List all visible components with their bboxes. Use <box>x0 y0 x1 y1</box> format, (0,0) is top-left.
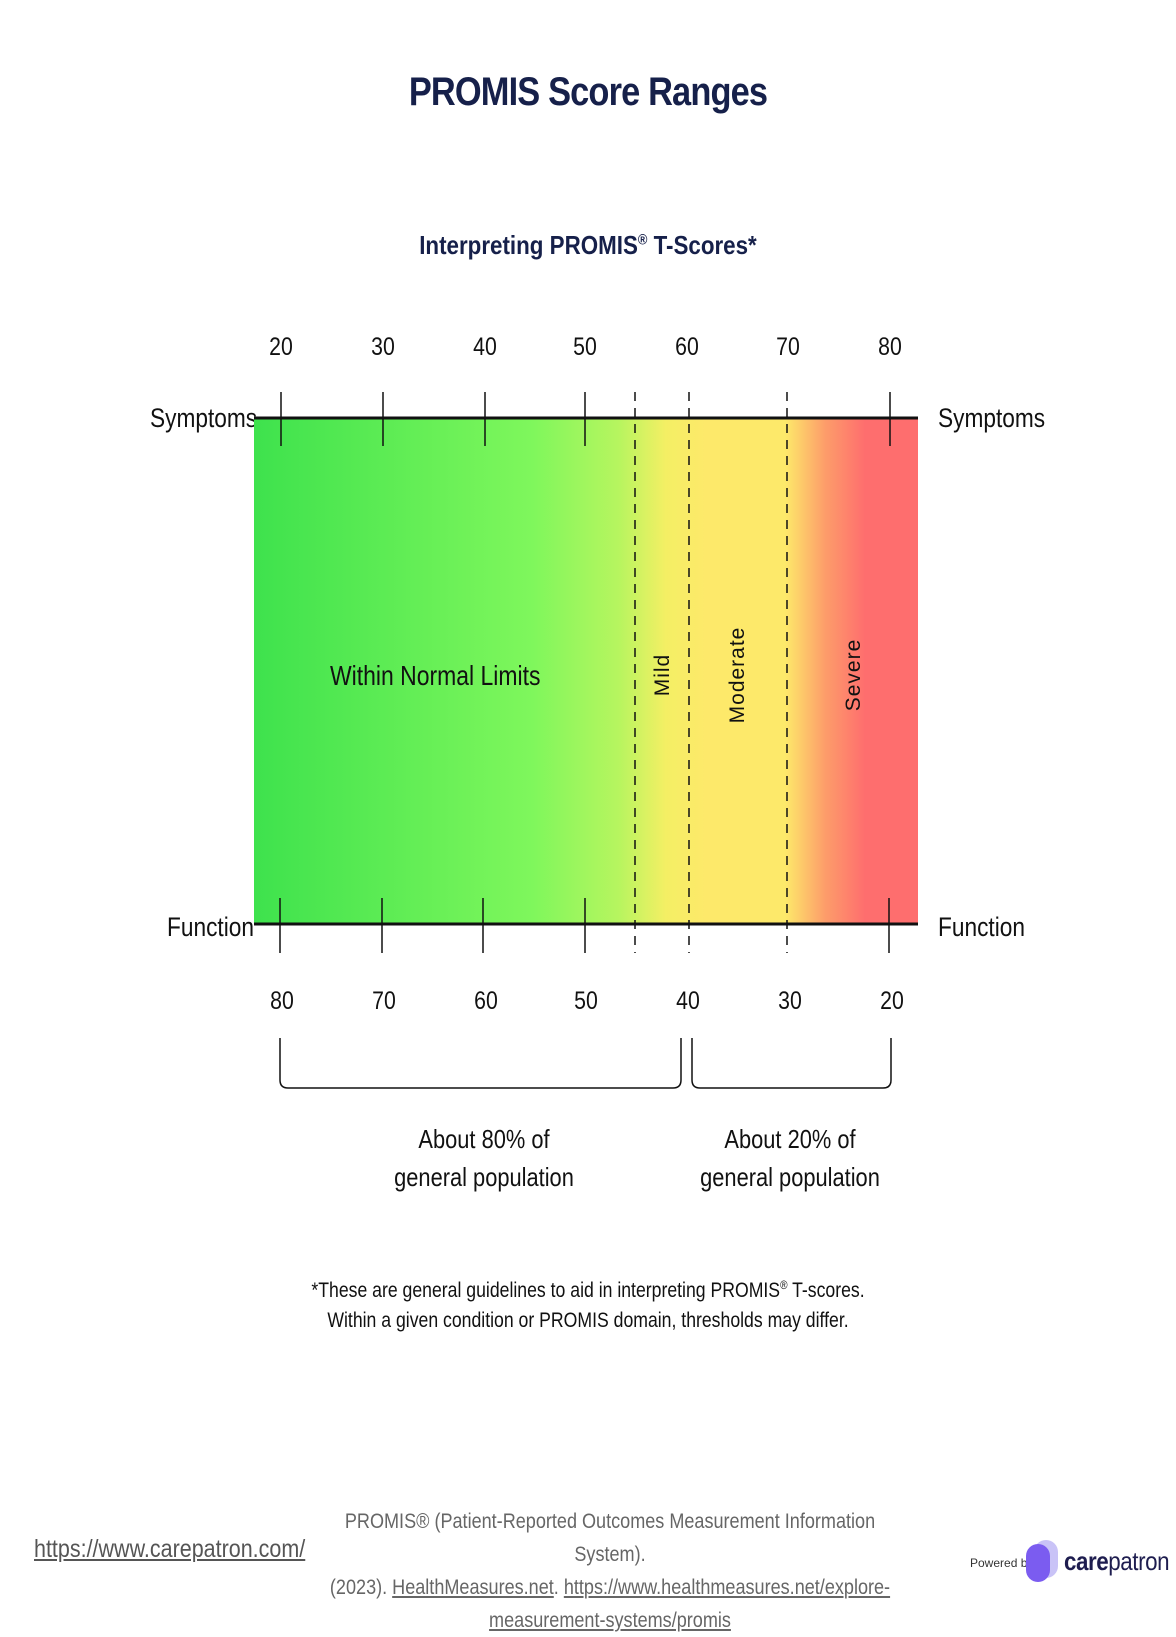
chart-subtitle: Interpreting PROMIS® T-Scores* <box>82 230 1093 261</box>
symptoms-label-right: Symptoms <box>938 403 1046 433</box>
bottom-tick-label: 80 <box>270 987 294 1015</box>
footnote-line2: Within a given condition or PROMIS domai… <box>327 1309 849 1332</box>
bottom-tick-label: 40 <box>676 987 700 1015</box>
footnote: *These are general guidelines to aid in … <box>94 1270 1082 1336</box>
brand-bold: care <box>1064 1546 1109 1576</box>
footnote-line1-suffix: T-scores. <box>787 1279 865 1302</box>
subtitle-text: Interpreting PROMIS <box>419 230 638 260</box>
bottom-tick-label: 70 <box>372 987 396 1015</box>
band-label-moderate: Moderate <box>726 626 749 724</box>
citation-year: (2023). <box>329 1576 393 1599</box>
healthmeasures-link[interactable]: HealthMeasures.net <box>392 1576 554 1599</box>
population-80-line1: About 80% of <box>418 1124 550 1154</box>
symptoms-label-left: Symptoms <box>150 403 258 433</box>
function-label-left: Function <box>167 912 254 942</box>
band-label-mild: Mild <box>651 653 674 697</box>
population-20-line1: About 20% of <box>724 1124 856 1154</box>
citation-line2: (2023). HealthMeasures.net. https://www.… <box>326 1571 894 1637</box>
registered-mark: ® <box>637 231 648 249</box>
population-label-20: About 20% of general population <box>681 1120 899 1196</box>
promis-url-link[interactable]: https://www.healthmeasures.net/explore-m… <box>489 1576 891 1632</box>
population-20-line2: general population <box>700 1162 880 1192</box>
top-tick-label: 80 <box>878 333 902 361</box>
footnote-line1-text: *These are general guidelines to aid in … <box>311 1279 781 1302</box>
function-label-right: Function <box>938 912 1025 942</box>
bracket-80-percent <box>279 1038 682 1089</box>
band-label-normal: Within Normal Limits <box>330 660 541 691</box>
bracket-20-percent <box>691 1038 892 1089</box>
band-label-severe: Severe <box>842 638 865 712</box>
bottom-tick-label: 50 <box>574 987 598 1015</box>
top-tick-label: 60 <box>675 333 699 361</box>
subtitle-suffix: T-Scores* <box>647 230 757 260</box>
score-gradient-band <box>254 418 918 924</box>
top-tick-label: 30 <box>371 333 395 361</box>
carepatron-wordmark: carepatron <box>1064 1546 1170 1577</box>
footnote-registered-mark: ® <box>780 1278 788 1292</box>
top-tick-label: 70 <box>776 333 800 361</box>
brand-rest: patron <box>1108 1546 1170 1576</box>
carepatron-site-link[interactable]: https://www.carepatron.com/ <box>34 1535 306 1563</box>
bottom-tick-label: 30 <box>778 987 802 1015</box>
page-title: PROMIS Score Ranges <box>408 70 768 114</box>
powered-by-text: Powered by <box>970 1556 1034 1570</box>
carepatron-logo-icon <box>1026 1540 1058 1582</box>
population-label-80: About 80% of general population <box>375 1120 593 1196</box>
bottom-tick-label: 60 <box>474 987 498 1015</box>
citation-separator: . <box>553 1576 564 1599</box>
top-tick-label: 20 <box>269 333 293 361</box>
population-80-line2: general population <box>394 1162 574 1192</box>
footnote-line1: *These are general guidelines to aid in … <box>94 1270 1082 1306</box>
citation-line1: PROMIS® (Patient-Reported Outcomes Measu… <box>344 1510 876 1566</box>
bottom-tick-label: 20 <box>880 987 904 1015</box>
top-tick-label: 40 <box>473 333 497 361</box>
citation: PROMIS® (Patient-Reported Outcomes Measu… <box>326 1505 894 1637</box>
top-tick-label: 50 <box>573 333 597 361</box>
